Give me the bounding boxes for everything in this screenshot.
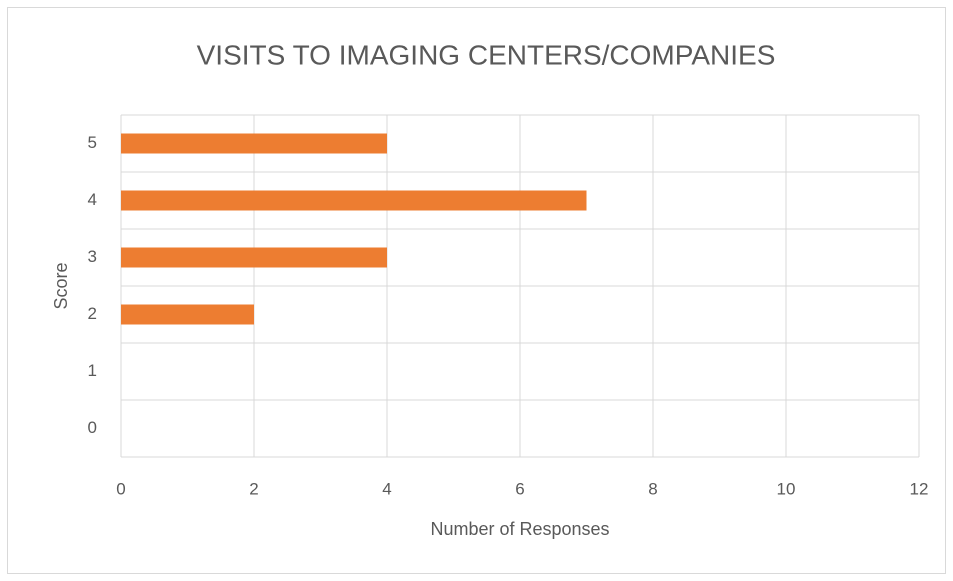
x-tick-label: 6 bbox=[515, 479, 524, 498]
y-tick-label: 3 bbox=[88, 247, 97, 266]
y-tick-label: 2 bbox=[88, 304, 97, 323]
chart-border bbox=[7, 7, 946, 574]
y-tick-label: 1 bbox=[88, 361, 97, 380]
chart-title: VISITS TO IMAGING CENTERS/COMPANIES bbox=[197, 39, 776, 70]
bar bbox=[121, 247, 387, 268]
y-axis-title: Score bbox=[51, 262, 71, 309]
x-tick-label: 10 bbox=[777, 479, 796, 498]
y-tick-label: 0 bbox=[88, 418, 97, 437]
x-tick-label: 2 bbox=[249, 479, 258, 498]
y-tick-label: 4 bbox=[88, 190, 97, 209]
x-axis-title: Number of Responses bbox=[430, 519, 609, 539]
bar bbox=[121, 190, 587, 211]
y-tick-label: 5 bbox=[88, 133, 97, 152]
x-tick-label: 8 bbox=[648, 479, 657, 498]
x-tick-label: 12 bbox=[910, 479, 929, 498]
bar bbox=[121, 304, 254, 325]
bar bbox=[121, 133, 387, 154]
x-tick-label: 4 bbox=[382, 479, 391, 498]
x-tick-label: 0 bbox=[116, 479, 125, 498]
